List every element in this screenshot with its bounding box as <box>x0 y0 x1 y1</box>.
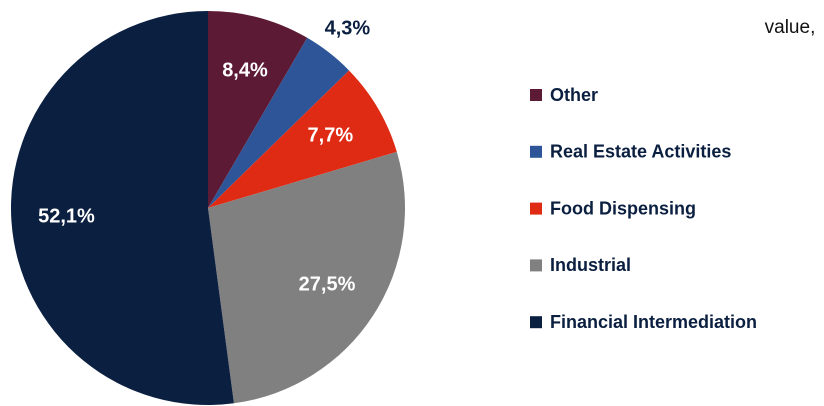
pie-slice <box>208 151 405 404</box>
legend-label: Industrial <box>550 255 631 275</box>
pie-slice <box>208 70 397 208</box>
pie-slice <box>10 11 234 405</box>
legend-swatch <box>530 259 542 272</box>
legend-swatch <box>530 316 542 329</box>
pie-slice <box>208 37 350 209</box>
data-label: 8,4% <box>222 59 268 81</box>
data-label: 27,5% <box>299 273 356 295</box>
data-label: 7,7% <box>308 124 354 146</box>
legend-label: Real Estate Activities <box>550 142 731 162</box>
chart-title: value, <box>765 17 816 38</box>
legend-label: Financial Intermediation <box>550 312 757 332</box>
legend-swatch <box>530 202 542 215</box>
legend-swatch <box>530 89 542 101</box>
legend-label: Other <box>550 85 598 105</box>
pie-slice <box>208 11 308 208</box>
data-label: 4,3% <box>325 18 371 40</box>
data-label: 52,1% <box>38 206 95 228</box>
legend-swatch <box>530 145 542 158</box>
legend-label: Food Dispensing <box>550 198 696 218</box>
